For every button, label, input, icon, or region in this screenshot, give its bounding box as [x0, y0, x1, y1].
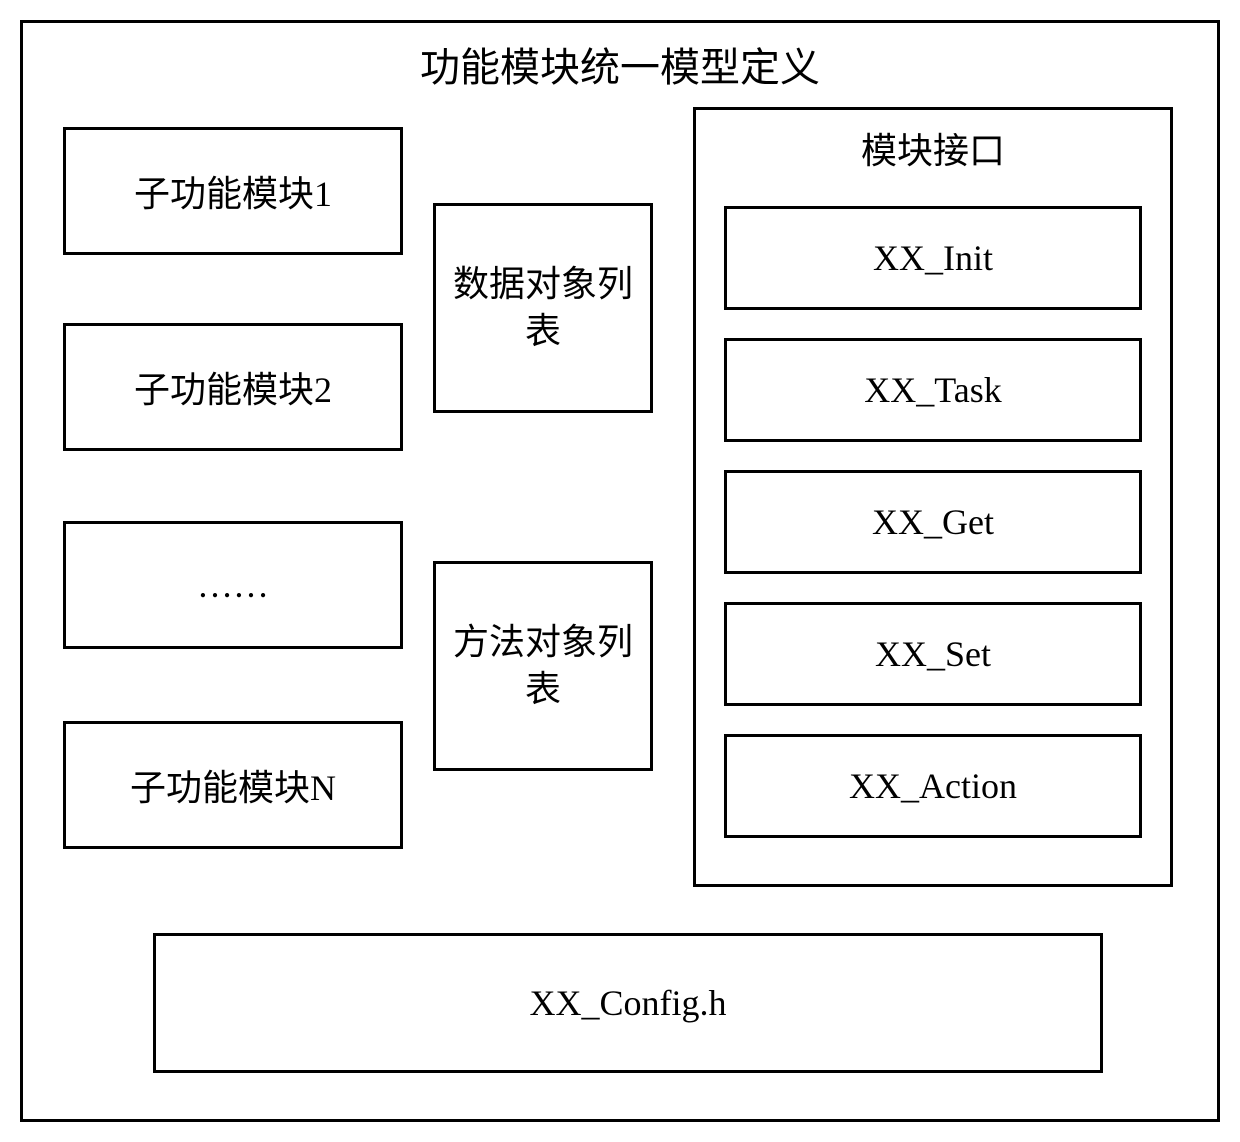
interface-item-set: XX_Set	[724, 602, 1142, 706]
data-object-list-label: 数据对象列 表	[453, 261, 633, 355]
interface-item-action: XX_Action	[724, 734, 1142, 838]
interface-item-init: XX_Init	[724, 206, 1142, 310]
interface-label-set: XX_Set	[875, 633, 991, 675]
module-interface-title: 模块接口	[696, 110, 1170, 182]
submodule-label-1: 子功能模块1	[134, 165, 332, 217]
interface-item-task: XX_Task	[724, 338, 1142, 442]
config-label: XX_Config.h	[530, 982, 727, 1024]
method-object-list-label: 方法对象列 表	[453, 619, 633, 713]
interface-label-init: XX_Init	[873, 237, 993, 279]
submodule-label-2: 子功能模块2	[134, 361, 332, 413]
submodule-box-1: 子功能模块1	[63, 127, 403, 255]
method-object-list-box: 方法对象列 表	[433, 561, 653, 771]
submodule-box-ellipsis: ……	[63, 521, 403, 649]
submodule-box-2: 子功能模块2	[63, 323, 403, 451]
submodule-label-n: 子功能模块N	[130, 759, 336, 811]
interface-label-task: XX_Task	[864, 369, 1001, 411]
diagram-title: 功能模块统一模型定义	[23, 35, 1217, 93]
config-box: XX_Config.h	[153, 933, 1103, 1073]
submodule-label-ellipsis: ……	[197, 564, 269, 606]
data-object-list-box: 数据对象列 表	[433, 203, 653, 413]
submodule-box-n: 子功能模块N	[63, 721, 403, 849]
diagram-container: 功能模块统一模型定义 子功能模块1 子功能模块2 …… 子功能模块N 数据对象列…	[20, 20, 1220, 1122]
interface-item-get: XX_Get	[724, 470, 1142, 574]
interface-label-get: XX_Get	[872, 501, 994, 543]
interface-label-action: XX_Action	[849, 765, 1017, 807]
module-interface-container: 模块接口 XX_Init XX_Task XX_Get XX_Set XX_Ac…	[693, 107, 1173, 887]
